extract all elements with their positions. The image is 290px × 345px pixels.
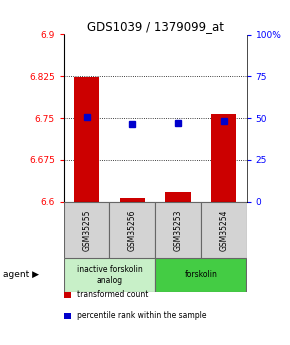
Bar: [74, 77, 99, 201]
Bar: [110, 201, 155, 258]
Bar: [165, 191, 191, 201]
Title: GDS1039 / 1379099_at: GDS1039 / 1379099_at: [87, 20, 224, 33]
Text: forskolin: forskolin: [184, 270, 217, 279]
Bar: [155, 201, 201, 258]
Text: inactive forskolin
analog: inactive forskolin analog: [77, 265, 142, 285]
Text: GSM35253: GSM35253: [173, 209, 182, 250]
Bar: [211, 114, 236, 201]
Bar: [201, 201, 246, 258]
Text: GSM35254: GSM35254: [219, 209, 228, 250]
Text: transformed count: transformed count: [77, 290, 148, 299]
Bar: [155, 258, 246, 292]
Bar: [120, 198, 145, 201]
Text: GSM35255: GSM35255: [82, 209, 91, 250]
Text: percentile rank within the sample: percentile rank within the sample: [77, 311, 206, 320]
Bar: [64, 258, 155, 292]
Text: GSM35256: GSM35256: [128, 209, 137, 250]
Text: agent ▶: agent ▶: [3, 270, 39, 279]
Bar: [64, 201, 110, 258]
